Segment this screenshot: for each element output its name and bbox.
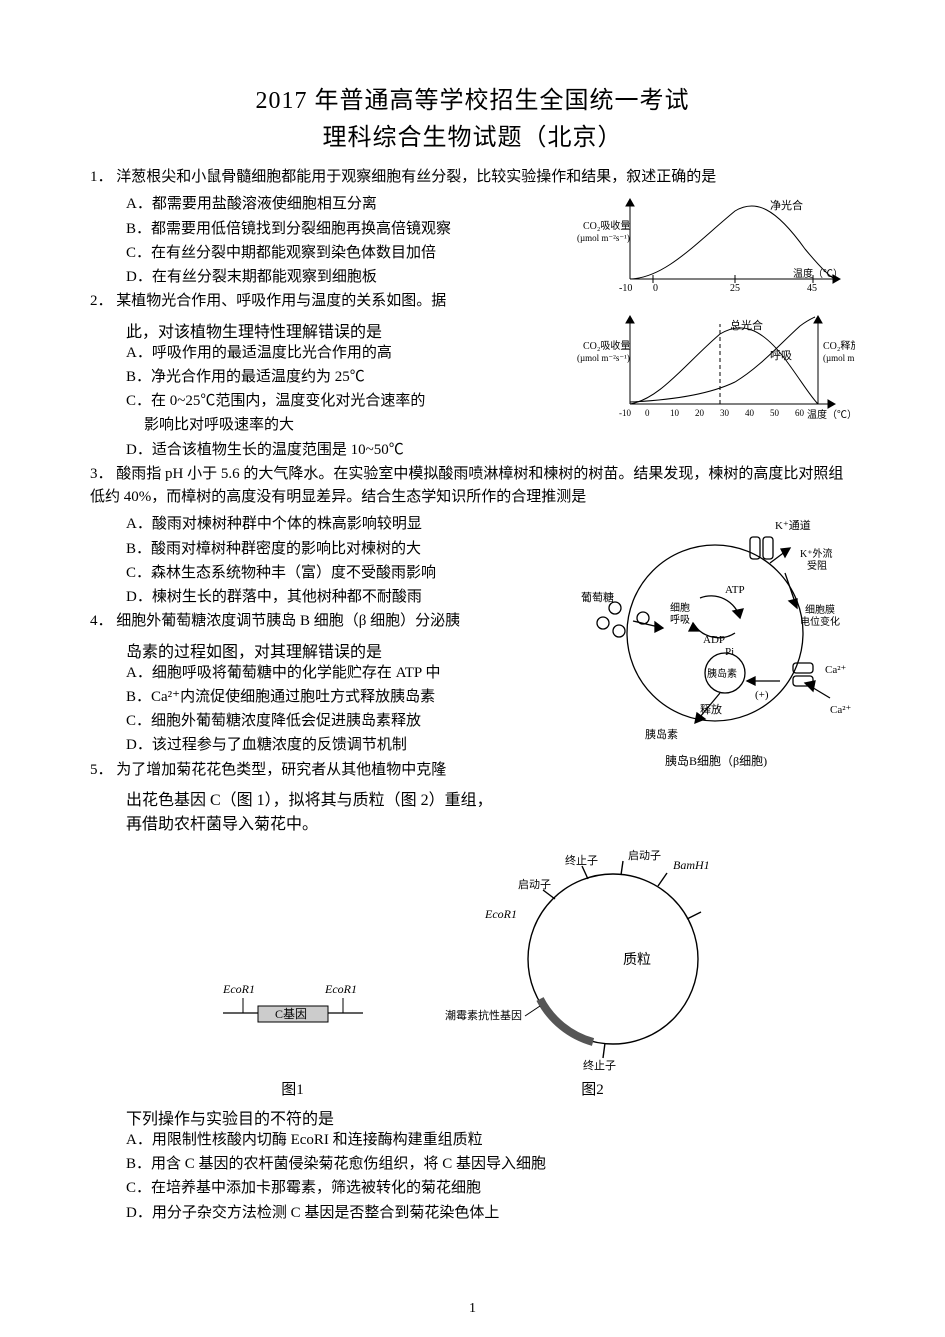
fig1-caption: 图1 [281,1078,304,1099]
q5-fig2: BamH1 启动子 终止子 启动子 EcoR1 潮霉素抗性基因 终止子 质粒 图… [443,844,743,1099]
lbl-resp1: 细胞 [670,601,690,614]
q2-bot-lbl1: 总光合 [730,318,763,332]
xt-c: 10 [670,408,680,418]
q2-bot-yl2: (µmol m⁻²s⁻¹) [577,353,630,363]
fig2-term2: 终止子 [583,1058,616,1072]
q2-bot-yl1: CO₂吸收量 [583,339,630,352]
lbl-kblock2: 受阻 [807,560,827,572]
question-1: 1． 洋葱根尖和小鼠骨髓细胞都能用于观察细胞有丝分裂，比较实验操作和结果，叙述正… [90,166,855,189]
fig2-svg: BamH1 启动子 终止子 启动子 EcoR1 潮霉素抗性基因 终止子 质粒 [443,844,743,1074]
xt-f: 40 [745,408,755,418]
title-block: 2017 年普通高等学校招生全国统一考试 理科综合生物试题（北京） [90,80,855,152]
xt-b: 0 [645,408,650,418]
lbl-caption: 胰岛B细胞（β细胞) [665,753,767,768]
fig1-svg: EcoR1 EcoR1 C基因 [203,958,383,1048]
q5-stem2: 出花色基因 C（图 1），拟将其与质粒（图 2）重组， [126,786,855,810]
q2-top-xt1: -10 [619,283,632,294]
q2-top-xt4: 45 [807,283,817,294]
q2-chart-net: CO₂吸收量 (µmol m⁻²s⁻¹) -10 0 25 45 温度（℃） 净… [575,189,855,299]
fig2-prom1: 启动子 [628,849,661,862]
fig1-right: EcoR1 [324,982,357,996]
q2-top-xt2: 0 [653,283,658,294]
lbl-insulin-out: 胰岛素 [645,727,678,741]
q2-opt-d: D．适合该植物生长的温度范围是 10~50℃ [126,439,855,462]
q2-top-xlabel2: 温度（℃） [793,267,843,280]
fig2-caption: 图2 [581,1078,604,1099]
lbl-insulin-store: 胰岛素 [707,667,737,680]
q2-number: 2． [90,293,113,309]
q2-bot-xlabel: 温度（℃） [807,408,855,421]
xt-g: 50 [770,408,780,418]
q5-opt-c: C．在培养基中添加卡那霉素，筛选被转化的菊花细胞 [126,1177,855,1200]
q2-stem1: 某植物光合作用、呼吸作用与温度的关系如图。据 [116,293,446,309]
q5-options: A．用限制性核酸内切酶 EcoRI 和连接酶构建重组质粒 B．用含 C 基因的农… [126,1129,855,1225]
q5-question-line: 下列操作与实验目的不符的是 [126,1105,855,1129]
q2-bot-yr2: (µmol m⁻²s⁻¹) [823,353,855,363]
lbl-pi: Pi [725,646,734,658]
fig1-gene: C基因 [275,1007,307,1021]
q2-bot-lbl2: 呼吸 [770,349,792,362]
q2-chart-gross: CO₂吸收量 (µmol m⁻²s⁻¹) CO₂释放量 (µmol m⁻²s⁻¹… [575,304,855,424]
xt-e: 30 [720,408,730,418]
lbl-kchannel: K⁺通道 [775,518,811,532]
lbl-mem2: 电位变化 [800,615,840,628]
q5-stem3: 再借助农杆菌导入菊花中。 [126,810,855,834]
q2-top-xt3: 25 [730,283,740,294]
q3-stem: 酸雨指 pH 小于 5.6 的大气降水。在实验室中模拟酸雨喷淋樟树和楝树的树苗。… [90,466,843,505]
xt-a: -10 [619,408,631,418]
fig2-bamh1: BamH1 [673,858,710,872]
q1-number: 1． [90,169,113,185]
fig2-prom2: 启动子 [518,878,551,891]
lbl-adp: ADP [703,634,725,646]
q2-bot-yr1: CO₂释放量 [823,339,855,352]
title-line1: 2017 年普通高等学校招生全国统一考试 [90,80,855,115]
q3-number: 3． [90,466,113,482]
q2-top-ylabel1: CO₂吸收量 [583,219,630,232]
fig1-left: EcoR1 [222,982,255,996]
q5-opt-d: D．用分子杂交方法检测 C 基因是否整合到菊花染色体上 [126,1202,855,1225]
q5-stem1: 为了增加菊花花色类型，研究者从其他植物中克隆 [116,762,446,778]
fig2-term1: 终止子 [565,853,598,867]
q2-top-curve-label: 净光合 [770,198,803,212]
cell-diagram-svg: K⁺通道 K⁺外流 受阻 细胞膜 电位变化 Ca²⁺ Ca²⁺ 葡萄糖 细胞 呼… [575,513,855,773]
lbl-plus: (+) [755,689,769,701]
fig2-ecor1: EcoR1 [484,907,517,921]
fig2-hyg: 潮霉素抗性基因 [445,1008,522,1022]
page-number: 1 [469,1301,476,1317]
q2-charts: CO₂吸收量 (µmol m⁻²s⁻¹) -10 0 25 45 温度（℃） 净… [575,189,855,429]
lbl-resp2: 呼吸 [670,614,690,626]
q2-top-ylabel2: (µmol m⁻²s⁻¹) [577,233,630,243]
lbl-ca2: Ca²⁺ [830,704,852,716]
q5-number: 5． [90,762,113,778]
q1-stem: 洋葱根尖和小鼠骨髓细胞都能用于观察细胞有丝分裂，比较实验操作和结果，叙述正确的是 [116,169,716,185]
fig2-center: 质粒 [623,952,651,968]
lbl-release: 释放 [700,702,722,716]
xt-h: 60 [795,408,805,418]
lbl-kblock1: K⁺外流 [800,547,833,560]
title-line2: 理科综合生物试题（北京） [90,117,855,152]
q5-opt-a: A．用限制性核酸内切酶 EcoRI 和连接酶构建重组质粒 [126,1129,855,1152]
q5-opt-b: B．用含 C 基因的农杆菌侵染菊花愈伤组织，将 C 基因导入细胞 [126,1153,855,1176]
lbl-atp: ATP [725,584,745,596]
lbl-ca1: Ca²⁺ [825,664,847,676]
q4-number: 4． [90,613,113,629]
question-3: 3． 酸雨指 pH 小于 5.6 的大气降水。在实验室中模拟酸雨喷淋樟树和楝树的… [90,463,855,510]
lbl-glucose: 葡萄糖 [581,590,614,604]
q5-figures: EcoR1 EcoR1 C基因 图1 BamH1 启动子 终止子 启动子 [90,844,855,1099]
q4-stem1: 细胞外葡萄糖浓度调节胰岛 B 细胞（β 细胞）分泌胰 [116,613,460,629]
q4-diagram: K⁺通道 K⁺外流 受阻 细胞膜 电位变化 Ca²⁺ Ca²⁺ 葡萄糖 细胞 呼… [575,513,855,778]
lbl-mem1: 细胞膜 [805,603,835,616]
xt-d: 20 [695,408,705,418]
q5-fig1: EcoR1 EcoR1 C基因 图1 [203,958,383,1099]
